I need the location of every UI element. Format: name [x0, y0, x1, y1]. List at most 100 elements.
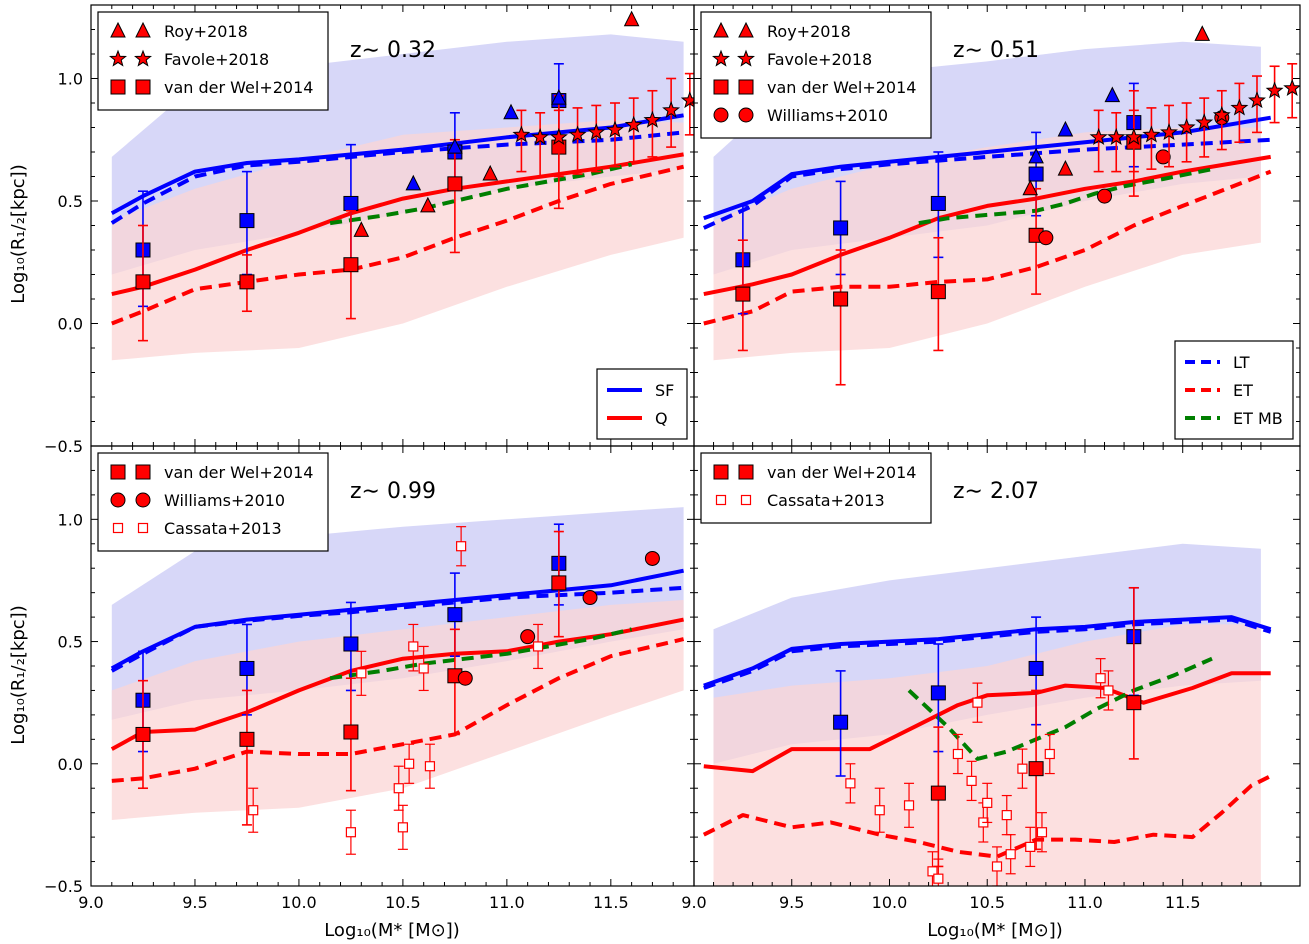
data-point-star [587, 122, 606, 141]
data-point-osquare [845, 778, 856, 789]
y-tick-label: 1.0 [58, 510, 83, 529]
data-point-star [1142, 125, 1161, 143]
series-line-0 [703, 615, 1272, 688]
legend-box [596, 368, 688, 440]
data-point-triangle [1194, 25, 1211, 41]
x-tick-label: 10.5 [385, 893, 421, 912]
data-point-triangle [1057, 120, 1074, 137]
series-line-2 [703, 671, 1271, 774]
legend-label: SF [655, 381, 674, 400]
data-point-triangle [551, 88, 567, 105]
legend-marker [110, 79, 126, 95]
legend-label: Cassata+2013 [767, 491, 885, 510]
data-point-osquare [393, 783, 404, 794]
data-point-star [1283, 78, 1300, 96]
y-tick-label: 0.5 [58, 192, 83, 211]
legend-label: van der Wel+2014 [164, 463, 313, 482]
data-point-star [606, 120, 624, 138]
data-point-triangle [1022, 179, 1039, 196]
data-point-osquare [356, 668, 367, 679]
x-tick-label: 9.5 [182, 893, 207, 912]
plot-area [702, 543, 1272, 886]
legend-label: van der Wel+2014 [164, 78, 313, 97]
x-tick-label: 11.5 [1165, 893, 1201, 912]
series-line-4 [329, 162, 633, 226]
q-scatter-band [713, 624, 1261, 886]
x-tick-label: 9.0 [681, 893, 706, 912]
legend-marker [110, 492, 126, 508]
series-line-3 [702, 774, 1272, 859]
data-point-osquare [972, 697, 983, 708]
data-point-star [643, 110, 662, 128]
data-point-triangle [1028, 147, 1044, 164]
ticks [90, 5, 694, 447]
y-tick-label: 1.0 [58, 70, 83, 89]
x-tick-label: 11.0 [1067, 893, 1103, 912]
data-point-triangle [447, 137, 463, 154]
data-point-osquare [933, 873, 944, 884]
series-line-3 [111, 637, 685, 783]
data-point-osquare [1005, 849, 1016, 860]
y-tick-label: −0.5 [44, 877, 83, 896]
data-point-star [1124, 127, 1143, 145]
data-point-circle [582, 590, 598, 606]
data-point-osquare [903, 800, 915, 811]
legend-marker [738, 464, 754, 480]
data-point-osquare [397, 822, 408, 833]
data-point-square [1126, 695, 1142, 711]
legend-marker [738, 107, 754, 123]
legend-marker [134, 49, 152, 67]
y-tick-label: 0.0 [58, 315, 83, 334]
data-point-square [135, 274, 151, 290]
data-point-osquare [1095, 673, 1106, 684]
legend-label: LT [1233, 353, 1250, 372]
data-point-star [531, 127, 550, 145]
data-point-square [1028, 660, 1044, 676]
legend-marker [715, 494, 727, 506]
legend-marker [110, 464, 126, 480]
data-point-osquare [345, 827, 357, 838]
data-point-square [447, 607, 463, 623]
legend-label: Williams+2010 [767, 106, 888, 125]
data-point-triangle [420, 196, 436, 213]
data-point-square [239, 660, 255, 676]
legend-label: Williams+2010 [164, 491, 285, 510]
panel-top-right: z∼ 0.51 Roy+2018 Favole+2018 van der Wel+20… [693, 4, 1301, 447]
marker-legend: van der Wel+2014 Cassata+2013 [700, 452, 932, 524]
data-point-triangle [1104, 86, 1121, 103]
marker-legend: Roy+2018 Favole+2018 van der Wel+2014 Willi… [700, 11, 932, 139]
series-line-4 [918, 167, 1213, 226]
data-point-star [1107, 127, 1126, 145]
data-point-star [624, 115, 643, 133]
marker-legend: Roy+2018 Favole+2018 van der Wel+2014 [97, 11, 329, 111]
data-point-circle [644, 550, 660, 566]
data-point-square [447, 176, 463, 192]
data-point-osquare [1025, 841, 1036, 852]
legend-label: van der Wel+2014 [767, 463, 916, 482]
data-point-star [1230, 98, 1249, 116]
legend-marker [109, 49, 127, 67]
x-tick-label: 9.5 [779, 893, 804, 912]
line-legend: SF Q [596, 368, 688, 440]
data-point-square [930, 785, 946, 801]
data-point-square [343, 636, 359, 652]
redshift-annotation: z∼ 0.32 [350, 38, 436, 63]
data-point-square [930, 284, 946, 300]
marker-legend: van der Wel+2014 Williams+2010 Cassata+201… [97, 452, 329, 552]
data-point-star [1248, 91, 1266, 109]
series-line-3 [703, 169, 1272, 326]
data-point-osquare [1001, 810, 1012, 821]
data-point-osquare [1044, 748, 1055, 760]
y-tick-label: 0.5 [58, 633, 83, 652]
data-point-square [239, 731, 255, 747]
q-scatter-band [111, 600, 684, 820]
data-point-osquare [456, 541, 467, 552]
data-point-square [135, 726, 151, 742]
legend-marker [112, 522, 124, 534]
legend-label: Q [655, 409, 668, 428]
data-point-circle [457, 670, 473, 686]
legend-marker [738, 21, 754, 38]
x-tick-label: 10.5 [969, 893, 1005, 912]
y-tick-label: 0.0 [58, 755, 83, 774]
data-point-triangle [1057, 160, 1074, 176]
